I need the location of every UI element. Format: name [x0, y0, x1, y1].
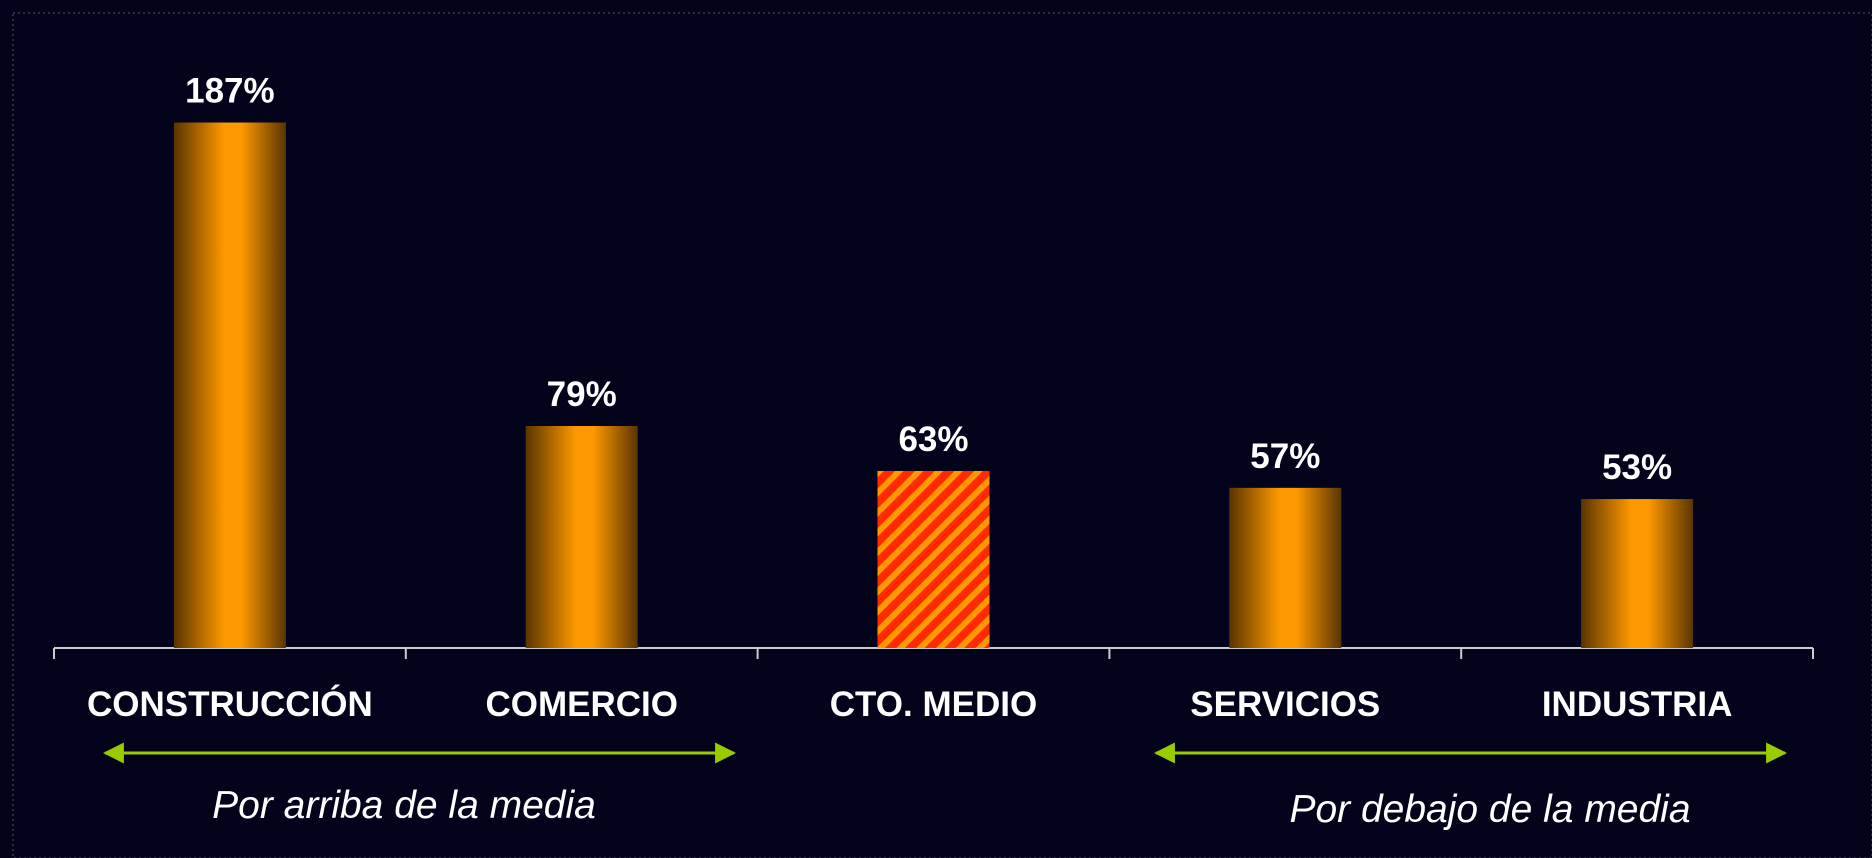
- annotation: Por debajo de la media: [1289, 788, 1690, 831]
- value-label: 53%: [1602, 448, 1672, 487]
- x-tick-label: SERVICIOS: [1190, 685, 1380, 724]
- value-label: 57%: [1250, 437, 1320, 476]
- x-tick-label: INDUSTRIA: [1542, 685, 1733, 724]
- bar: [173, 122, 286, 648]
- frame: [12, 12, 1872, 858]
- x-tick-label: CONSTRUCCIÓN: [87, 684, 373, 724]
- x-tick-label: CTO. MEDIO: [830, 685, 1037, 724]
- bar: [1229, 487, 1342, 648]
- bar: [877, 470, 990, 648]
- bar: [525, 426, 638, 648]
- value-label: 79%: [547, 375, 617, 414]
- value-label: 187%: [185, 72, 275, 111]
- bar: [1581, 499, 1694, 648]
- annotation: Por arriba de la media: [212, 784, 596, 827]
- x-tick-label: COMERCIO: [485, 685, 678, 724]
- value-label: 63%: [898, 420, 968, 459]
